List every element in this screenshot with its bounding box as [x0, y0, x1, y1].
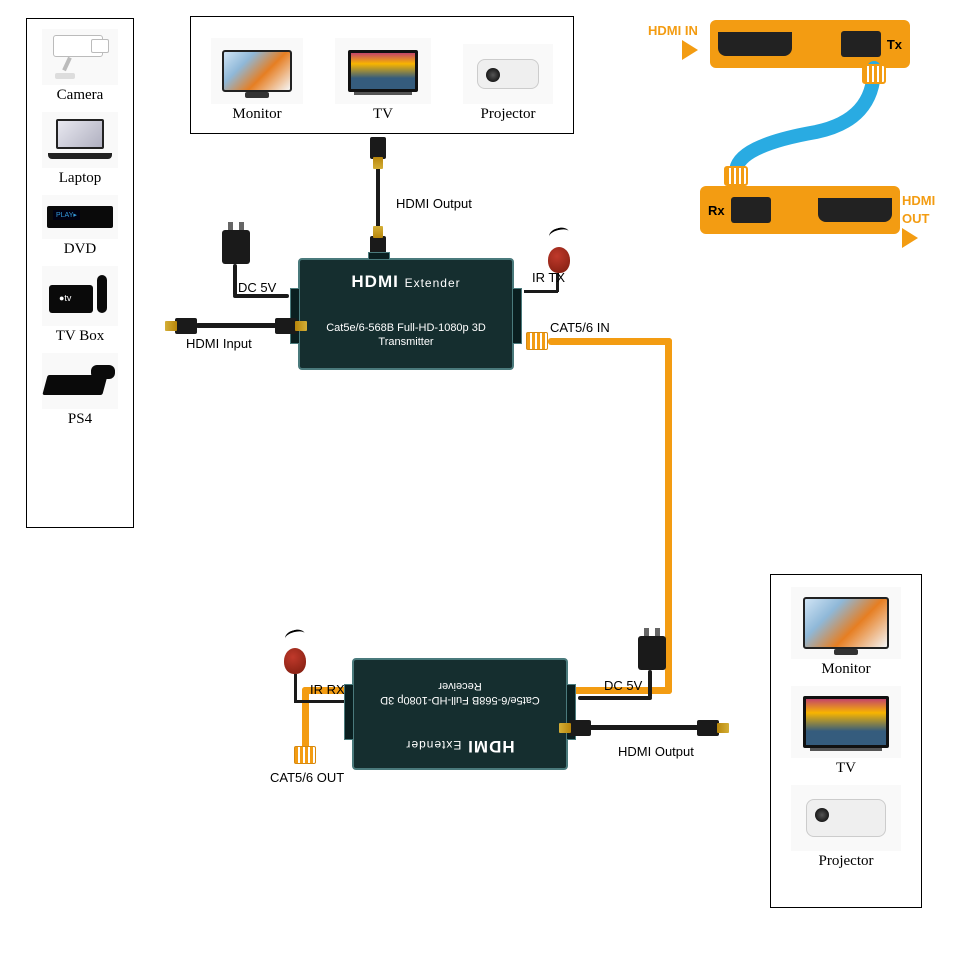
rx-ir-label: IR RX	[310, 682, 345, 697]
rx-rj45	[294, 746, 316, 764]
rx-cat-label: CAT5/6 OUT	[270, 770, 344, 785]
output-label: TV	[373, 106, 393, 122]
tx-power-cable	[233, 264, 237, 296]
rx-ir-cable-v	[294, 674, 297, 702]
hdmi-plug-top1	[370, 137, 386, 159]
tx-label: Tx	[887, 37, 902, 52]
cat-cable-h1	[548, 338, 672, 345]
local-outputs-panel: Monitor TV Projector	[190, 16, 574, 134]
arrow-right-icon	[682, 40, 698, 60]
sources-panel: Camera Laptop DVD TV Box PS4	[26, 18, 134, 528]
rx-power-cable	[648, 670, 652, 698]
cat-cable-v2	[302, 687, 309, 751]
source-label: PS4	[68, 411, 92, 427]
local-monitor: Monitor	[209, 34, 305, 127]
rx-brand: HDMI	[467, 737, 514, 756]
tx-rj45	[526, 332, 548, 350]
tx-role: Transmitter	[300, 336, 512, 348]
rx-power-cable-h	[578, 696, 652, 700]
tx-brand-suffix: Extender	[405, 276, 461, 290]
rx-power-plug	[638, 636, 666, 670]
rx-role: Receiver	[354, 680, 566, 692]
hdmi-port-icon	[818, 198, 892, 222]
tx-hdmi-input-label: HDMI Input	[186, 336, 252, 351]
rx-hdmi-cable	[588, 725, 708, 730]
source-label: Laptop	[59, 170, 102, 186]
output-label: Projector	[819, 853, 874, 869]
tx-cat-label: CAT5/6 IN	[550, 320, 610, 335]
rx-hdmi-plug2	[697, 720, 719, 736]
local-projector: Projector	[461, 40, 555, 127]
output-label: Projector	[481, 106, 536, 122]
source-ps4: PS4	[31, 349, 129, 432]
connector-diagram: HDMI IN Tx Rx HDMI OUT	[696, 16, 942, 226]
output-label: Monitor	[821, 661, 870, 677]
source-label: DVD	[64, 241, 97, 257]
tx-power-plug	[222, 230, 250, 264]
cat-cable-v	[665, 338, 672, 694]
remote-monitor: Monitor	[775, 583, 917, 682]
transmitter-box: HDMI Extender Cat5e/6-568B Full-HD-1080p…	[298, 258, 514, 370]
local-tv: TV	[333, 34, 433, 127]
hdmi-out-label: HDMI OUT	[902, 193, 935, 226]
hdmi-output-label: HDMI Output	[396, 196, 472, 211]
rj45-port-icon	[731, 197, 771, 223]
ethernet-cable	[696, 60, 942, 180]
rx-hdmi-output-label: HDMI Output	[618, 744, 694, 759]
arrow-right-icon	[902, 228, 918, 248]
source-dvd: DVD	[31, 191, 129, 262]
rx-connector-bar: Rx	[700, 186, 900, 234]
tx-brand: HDMI	[351, 272, 398, 291]
output-label: Monitor	[232, 106, 281, 122]
remote-outputs-panel: Monitor TV Projector	[770, 574, 922, 908]
source-laptop: Laptop	[31, 108, 129, 191]
output-label: TV	[836, 760, 856, 776]
tx-hdmi-in-plug2	[275, 318, 297, 334]
rx-spec: Cat5e/6-568B Full-HD-1080p 3D	[354, 694, 566, 706]
rx-power-label: DC 5V	[604, 678, 642, 693]
tx-wifi-icon	[548, 226, 570, 243]
source-label: Camera	[57, 87, 104, 103]
rx-wifi-icon	[284, 628, 306, 645]
remote-projector: Projector	[775, 781, 917, 874]
tx-ir-cable	[524, 290, 558, 293]
remote-tv: TV	[775, 682, 917, 781]
rj45-port-icon	[841, 31, 881, 57]
tx-ir-label: IR TX	[532, 270, 565, 285]
rj45-plug-top	[862, 64, 886, 84]
hdmi-in-label: HDMI IN	[648, 23, 698, 38]
source-label: TV Box	[56, 328, 104, 344]
rx-hdmi-plug1	[569, 720, 591, 736]
rx-label: Rx	[708, 203, 725, 218]
tx-hdmi-in-plug1	[175, 318, 197, 334]
source-camera: Camera	[31, 25, 129, 108]
source-tvbox: TV Box	[31, 262, 129, 349]
rx-ir-cable-h	[294, 700, 344, 703]
tx-power-label: DC 5V	[238, 280, 276, 295]
tx-spec: Cat5e/6-568B Full-HD-1080p 3D	[300, 322, 512, 334]
rj45-plug-bottom	[724, 166, 748, 186]
receiver-box: HDMI Extender Cat5e/6-568B Full-HD-1080p…	[352, 658, 568, 770]
rx-brand-suffix: Extender	[405, 738, 461, 752]
hdmi-port-icon	[718, 32, 792, 56]
rx-ir-bulb	[284, 648, 306, 674]
